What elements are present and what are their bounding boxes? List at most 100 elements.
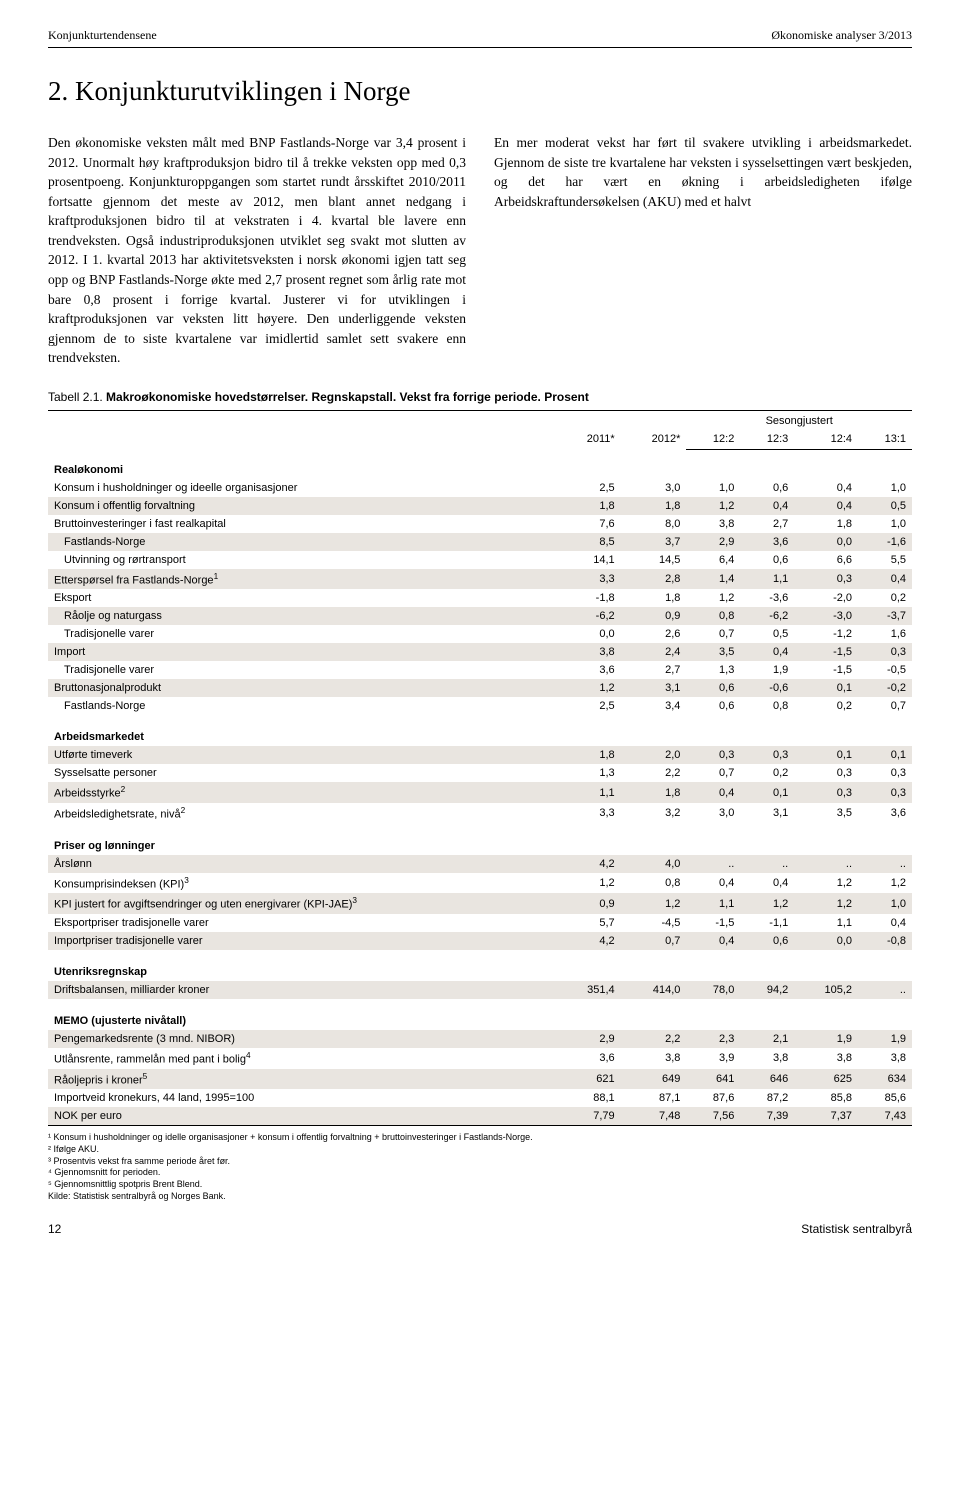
cell-value: 3,6: [740, 533, 794, 551]
row-label: Tradisjonelle varer: [48, 625, 556, 643]
cell-value: 0,3: [858, 643, 912, 661]
cell-value: 3,5: [686, 643, 740, 661]
cell-value: 0,4: [858, 569, 912, 590]
cell-value: 2,0: [621, 746, 687, 764]
cell-value: 2,3: [686, 1030, 740, 1048]
cell-value: 1,0: [686, 479, 740, 497]
cell-value: 0,3: [686, 746, 740, 764]
table-row: Bruttonasjonalprodukt1,23,10,6-0,60,1-0,…: [48, 679, 912, 697]
cell-value: 3,6: [556, 661, 620, 679]
table-row: Import3,82,43,50,4-1,50,3: [48, 643, 912, 661]
cell-value: ..: [686, 855, 740, 873]
cell-value: ..: [740, 855, 794, 873]
cell-value: 8,5: [556, 533, 620, 551]
cell-value: 0,4: [740, 497, 794, 515]
row-label: Fastlands-Norge: [48, 697, 556, 715]
cell-value: 3,8: [794, 1048, 858, 1069]
cell-value: 0,6: [740, 932, 794, 950]
cell-value: 1,9: [794, 1030, 858, 1048]
cell-value: 0,3: [858, 764, 912, 782]
section-head-label: Realøkonomi: [48, 449, 912, 479]
cell-value: 3,0: [621, 479, 687, 497]
row-label: Arbeidsledighetsrate, nivå2: [48, 803, 556, 824]
cell-value: 2,1: [740, 1030, 794, 1048]
cell-value: 7,79: [556, 1107, 620, 1126]
page-footer: 12 Statistisk sentralbyrå: [48, 1222, 912, 1236]
cell-value: 0,4: [858, 914, 912, 932]
table-row: Bruttoinvesteringer i fast realkapital7,…: [48, 515, 912, 533]
section-head: MEMO (ujusterte nivåtall): [48, 1001, 912, 1030]
table-row: Eksport-1,81,81,2-3,6-2,00,2: [48, 589, 912, 607]
row-label: Konsum i offentlig forvaltning: [48, 497, 556, 515]
row-label: Import: [48, 643, 556, 661]
cell-value: 1,2: [794, 873, 858, 894]
cell-value: 87,1: [621, 1089, 687, 1107]
cell-value: 7,43: [858, 1107, 912, 1126]
cell-value: 621: [556, 1069, 620, 1090]
cell-value: 88,1: [556, 1089, 620, 1107]
row-label: Konsum i husholdninger og ideelle organi…: [48, 479, 556, 497]
row-label: Importpriser tradisjonelle varer: [48, 932, 556, 950]
cell-value: 3,2: [621, 803, 687, 824]
cell-value: 1,3: [686, 661, 740, 679]
row-label: Bruttonasjonalprodukt: [48, 679, 556, 697]
cell-value: 94,2: [740, 981, 794, 999]
cell-value: 0,0: [794, 533, 858, 551]
cell-value: 1,1: [556, 782, 620, 803]
cell-value: 7,37: [794, 1107, 858, 1126]
table-row: Tradisjonelle varer0,02,60,70,5-1,21,6: [48, 625, 912, 643]
cell-value: 14,5: [621, 551, 687, 569]
cell-value: 0,3: [740, 746, 794, 764]
row-label: NOK per euro: [48, 1107, 556, 1126]
section-head: Priser og lønninger: [48, 826, 912, 855]
table-footnotes: ¹ Konsum i husholdninger og idelle organ…: [48, 1132, 912, 1202]
cell-value: 0,7: [686, 764, 740, 782]
cell-value: 625: [794, 1069, 858, 1090]
cell-value: -1,5: [794, 661, 858, 679]
cell-value: 2,8: [621, 569, 687, 590]
cell-value: 0,7: [686, 625, 740, 643]
cell-value: 0,0: [556, 625, 620, 643]
cell-value: 0,5: [858, 497, 912, 515]
cell-value: 414,0: [621, 981, 687, 999]
cell-value: 646: [740, 1069, 794, 1090]
row-label: KPI justert for avgiftsendringer og uten…: [48, 893, 556, 914]
cell-value: 351,4: [556, 981, 620, 999]
cell-value: 0,3: [794, 764, 858, 782]
row-label: Bruttoinvesteringer i fast realkapital: [48, 515, 556, 533]
cell-value: 3,8: [621, 1048, 687, 1069]
cell-value: 2,2: [621, 1030, 687, 1048]
cell-value: -2,0: [794, 589, 858, 607]
cell-value: -3,6: [740, 589, 794, 607]
cell-value: 7,6: [556, 515, 620, 533]
cell-value: -4,5: [621, 914, 687, 932]
cell-value: 0,4: [686, 932, 740, 950]
footer-org: Statistisk sentralbyrå: [801, 1222, 912, 1236]
cell-value: -1,1: [740, 914, 794, 932]
cell-value: 0,6: [686, 679, 740, 697]
cell-value: 2,7: [740, 515, 794, 533]
cell-value: -6,2: [556, 607, 620, 625]
row-label: Utvinning og rørtransport: [48, 551, 556, 569]
row-label: Eksport: [48, 589, 556, 607]
cell-value: 2,5: [556, 697, 620, 715]
cell-value: 0,0: [794, 932, 858, 950]
cell-value: -6,2: [740, 607, 794, 625]
cell-value: 1,8: [621, 497, 687, 515]
cell-value: 3,8: [556, 643, 620, 661]
cell-value: 85,8: [794, 1089, 858, 1107]
table-row: Utlånsrente, rammelån med pant i bolig43…: [48, 1048, 912, 1069]
cell-value: 4,0: [621, 855, 687, 873]
cell-value: -0,5: [858, 661, 912, 679]
cell-value: 1,0: [858, 479, 912, 497]
cell-value: 641: [686, 1069, 740, 1090]
row-label: Årslønn: [48, 855, 556, 873]
cell-value: -1,5: [686, 914, 740, 932]
footnote: ¹ Konsum i husholdninger og idelle organ…: [48, 1132, 912, 1144]
table-row: Tradisjonelle varer3,62,71,31,9-1,5-0,5: [48, 661, 912, 679]
row-label: Konsumprisindeksen (KPI)3: [48, 873, 556, 894]
section-head-label: MEMO (ujusterte nivåtall): [48, 1001, 912, 1030]
running-header: Konjunkturtendensene Økonomiske analyser…: [48, 28, 912, 48]
col-quarter: 12:3: [740, 429, 794, 450]
cell-value: 0,5: [740, 625, 794, 643]
